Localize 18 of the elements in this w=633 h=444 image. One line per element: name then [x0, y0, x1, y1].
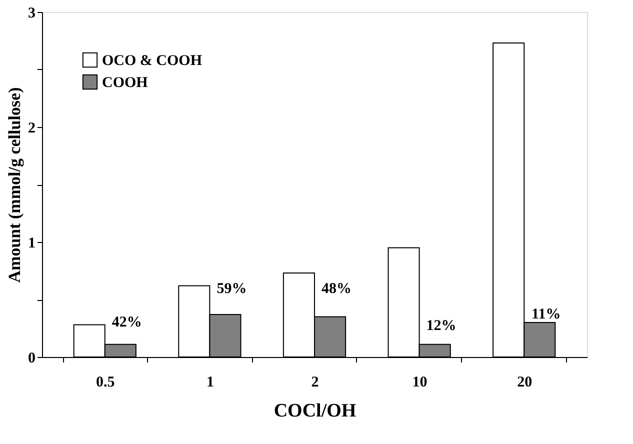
annotation: 42% [112, 314, 142, 330]
legend-label: COOH [102, 75, 148, 91]
annotation: 59% [216, 281, 247, 297]
x-tick-label: 10 [412, 374, 428, 390]
y-axis-title: Amount (mmol/g cellulose) [5, 87, 24, 283]
x-axis-title: COCl/OH [274, 400, 356, 422]
y-tick-label: 3 [28, 6, 36, 22]
x-tick-label: 2 [311, 374, 319, 390]
y-tick-label: 0 [28, 350, 36, 366]
annotation: 12% [426, 318, 456, 334]
x-tick-label: 20 [517, 374, 532, 390]
legend-label: OCO & COOH [102, 53, 202, 69]
y-tick-label: 1 [28, 236, 36, 252]
y-tick-label: 2 [28, 120, 36, 136]
annotation: 48% [322, 281, 352, 297]
annotation: 11% [532, 306, 561, 322]
x-tick-label: 0.5 [96, 374, 115, 390]
x-tick-label: 1 [206, 374, 214, 390]
